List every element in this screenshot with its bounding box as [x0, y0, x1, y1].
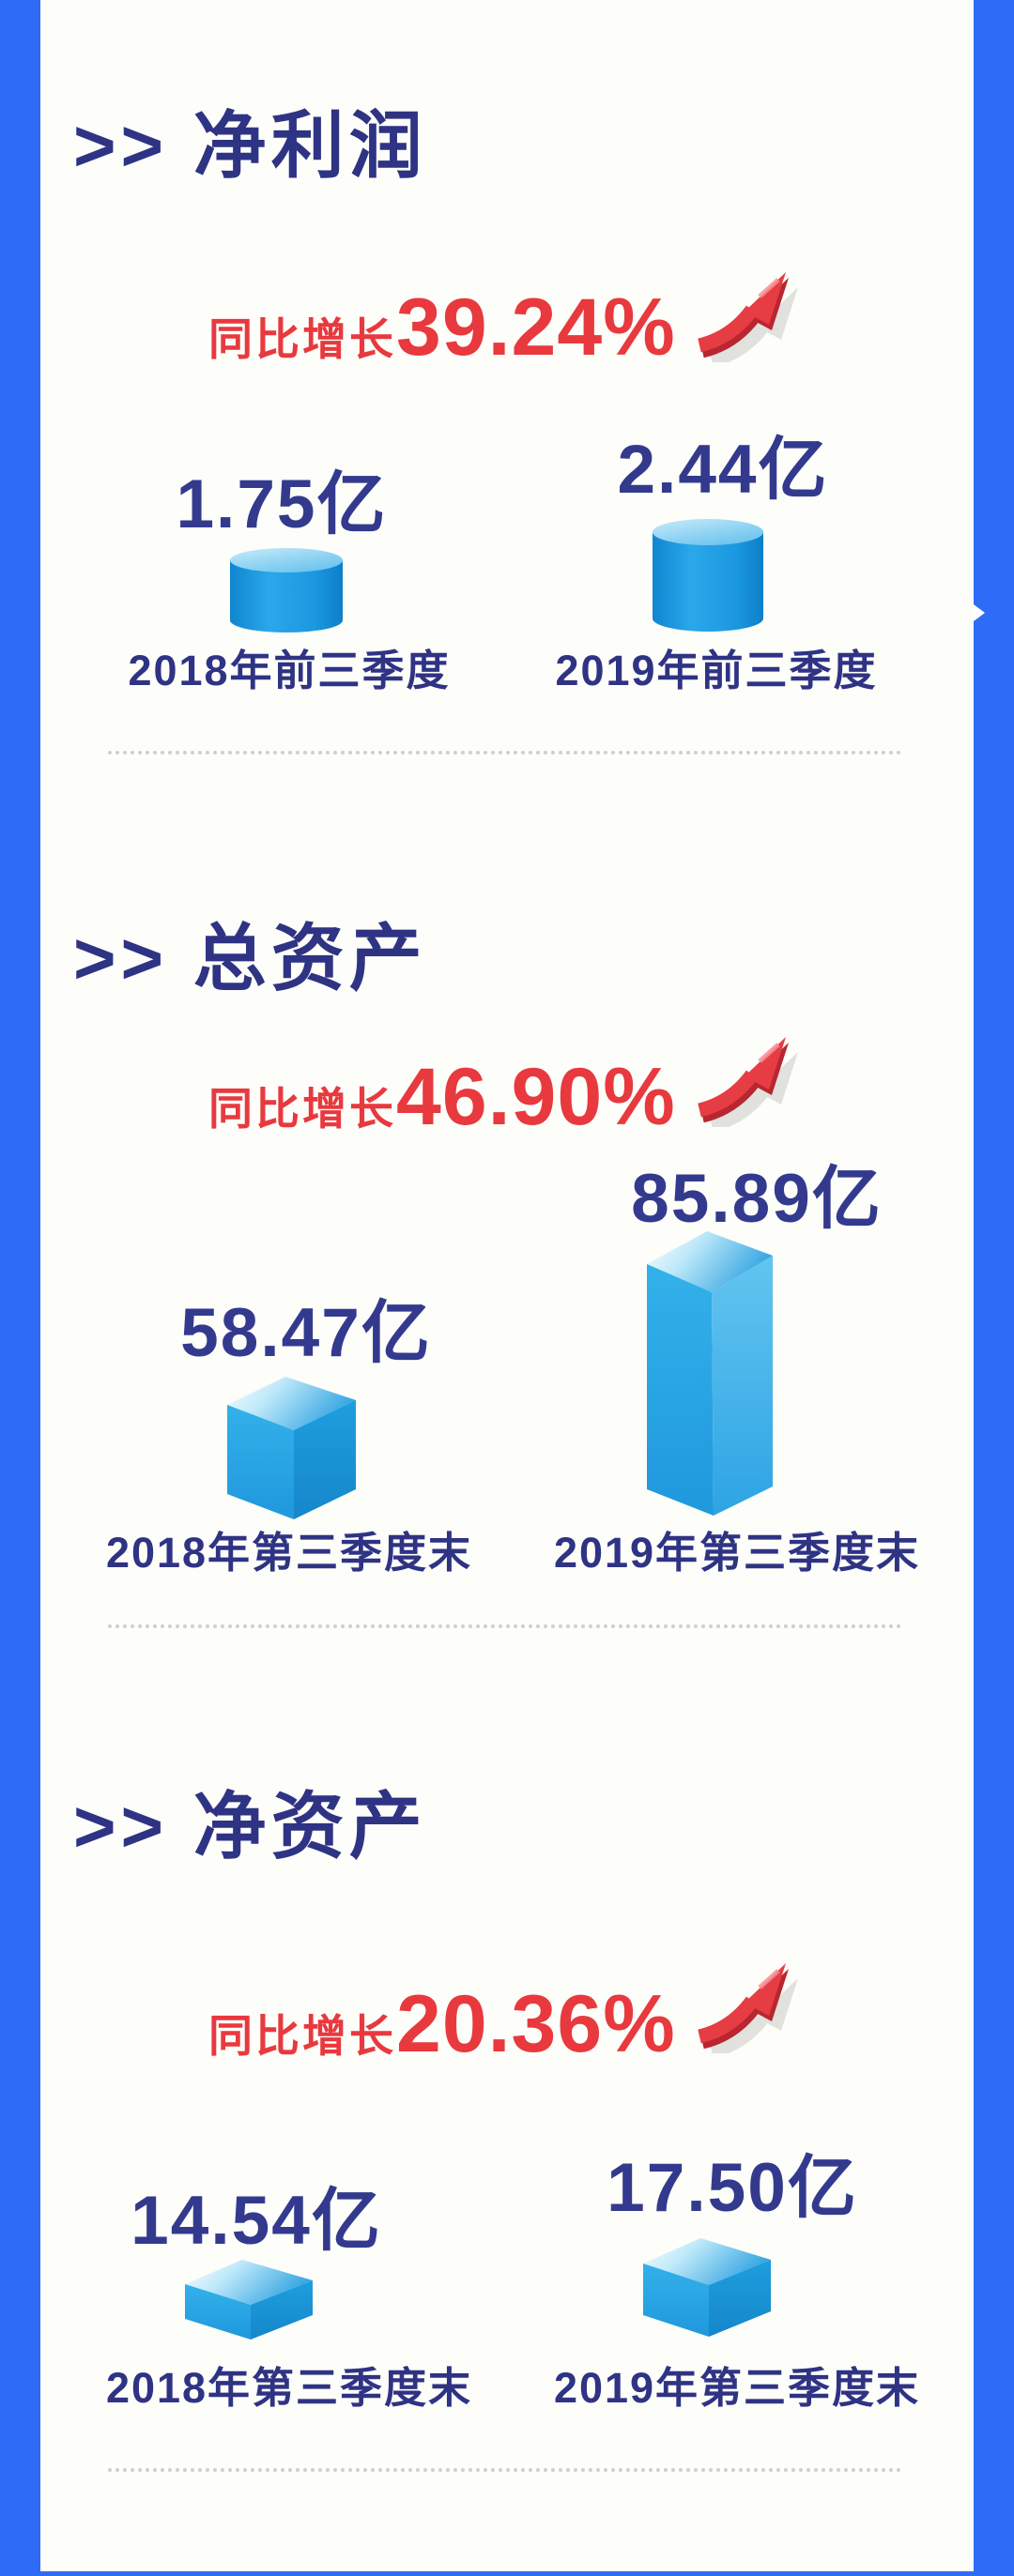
cube-2018-total-assets	[227, 1377, 356, 1519]
section-title-total-assets: >> 总资产	[73, 917, 427, 999]
value-2019-net-assets: 17.50亿	[607, 2150, 858, 2226]
growth-percent: 39.24%	[396, 282, 676, 373]
value-2019-total-assets: 85.89亿	[631, 1161, 883, 1237]
label-2019-total-assets: 2019年第三季度末	[553, 1529, 921, 1577]
growth-arrow-icon	[698, 272, 798, 362]
value-2018-net-profit: 1.75亿	[176, 466, 388, 542]
growth-arrow-icon	[698, 1037, 798, 1127]
label-2019-net-profit: 2019年前三季度	[555, 647, 878, 694]
cylinder-2018-net-profit	[230, 548, 343, 633]
bottom-accent-strip	[0, 2571, 1014, 2576]
section-divider	[108, 751, 901, 755]
growth-line-total-assets: 同比增长 46.90%	[208, 1051, 676, 1144]
growth-prefix: 同比增长	[208, 314, 396, 364]
label-2019-net-assets: 2019年第三季度末	[553, 2364, 921, 2412]
cube-2018-net-assets	[185, 2260, 313, 2340]
growth-line-net-assets: 同比增长 20.36%	[208, 1978, 676, 2071]
right-accent-bar	[974, 0, 1014, 2576]
section-divider	[108, 2468, 901, 2472]
cuboid-2019-total-assets	[647, 1231, 773, 1516]
growth-prefix: 同比增长	[208, 2011, 396, 2061]
left-accent-bar	[0, 0, 40, 2576]
growth-prefix: 同比增长	[208, 1084, 396, 1134]
section-title-net-profit: >> 净利润	[73, 104, 427, 187]
label-2018-net-assets: 2018年第三季度末	[105, 2364, 473, 2412]
value-2018-net-assets: 14.54亿	[131, 2183, 382, 2259]
cylinder-2019-net-profit	[653, 519, 763, 632]
value-2018-total-assets: 58.47亿	[180, 1295, 432, 1371]
right-bar-notch	[974, 604, 985, 621]
growth-percent: 46.90%	[396, 1052, 676, 1142]
section-divider	[108, 1624, 901, 1628]
growth-arrow-icon	[698, 1963, 798, 2053]
cube-2019-net-assets	[643, 2238, 771, 2337]
growth-percent: 20.36%	[396, 1979, 676, 2069]
label-2018-net-profit: 2018年前三季度	[128, 647, 451, 694]
label-2018-total-assets: 2018年第三季度末	[105, 1529, 473, 1577]
value-2019-net-profit: 2.44亿	[617, 432, 829, 508]
section-title-net-assets: >> 净资产	[73, 1785, 427, 1867]
growth-line-net-profit: 同比增长 39.24%	[208, 282, 676, 374]
